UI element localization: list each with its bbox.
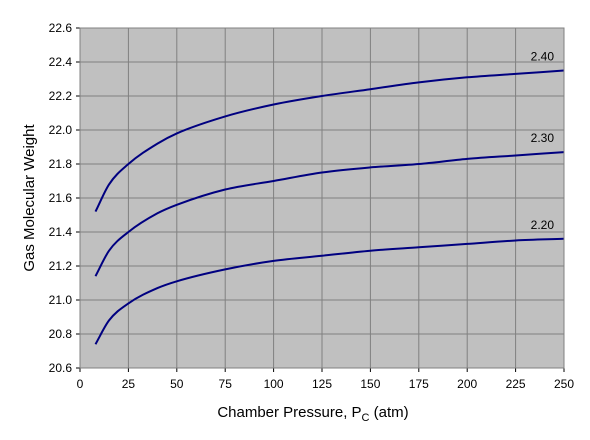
series-label: 2.30 [531, 131, 555, 145]
x-tick-label: 0 [77, 377, 84, 391]
x-axis-ticks: 0 25 50 75 100 125 150 175 200 225 250 [77, 368, 574, 391]
y-tick-label: 22.2 [49, 89, 73, 103]
x-tick-label: 250 [554, 377, 574, 391]
y-axis-ticks: 20.6 20.8 21.0 21.2 21.4 21.6 21.8 22.0 22.2 22.4… [49, 21, 80, 375]
y-axis-title: Gas Molecular Weight [21, 124, 38, 272]
x-axis-title: Chamber Pressure, PC (atm) [217, 404, 408, 424]
x-tick-label: 50 [170, 377, 184, 391]
y-tick-label: 20.6 [49, 361, 73, 375]
series-line-2.20 [94, 237, 565, 345]
series-label: 2.20 [531, 218, 555, 232]
y-tick-label: 21.4 [49, 225, 73, 239]
x-tick-label: 175 [409, 377, 429, 391]
y-tick-label: 21.8 [49, 157, 73, 171]
x-tick-label: 150 [360, 377, 380, 391]
series-label: 2.40 [531, 50, 555, 64]
x-tick-label: 125 [312, 377, 332, 391]
plot-border [79, 27, 565, 369]
y-tick-label: 22.0 [49, 123, 73, 137]
series-line-2.30 [94, 151, 565, 277]
series-labels: 2.40 2.30 2.20 [531, 50, 555, 232]
series-lines [94, 69, 565, 345]
x-tick-label: 200 [457, 377, 477, 391]
x-tick-label: 25 [122, 377, 136, 391]
y-tick-label: 21.6 [49, 191, 73, 205]
x-tick-label: 100 [264, 377, 284, 391]
x-tick-label: 225 [506, 377, 526, 391]
y-tick-label: 22.6 [49, 21, 73, 35]
y-tick-label: 20.8 [49, 327, 73, 341]
y-tick-label: 21.2 [49, 259, 73, 273]
x-tick-label: 75 [219, 377, 233, 391]
y-tick-label: 22.4 [49, 55, 73, 69]
series-line-2.40 [94, 69, 565, 213]
y-tick-label: 21.0 [49, 293, 73, 307]
